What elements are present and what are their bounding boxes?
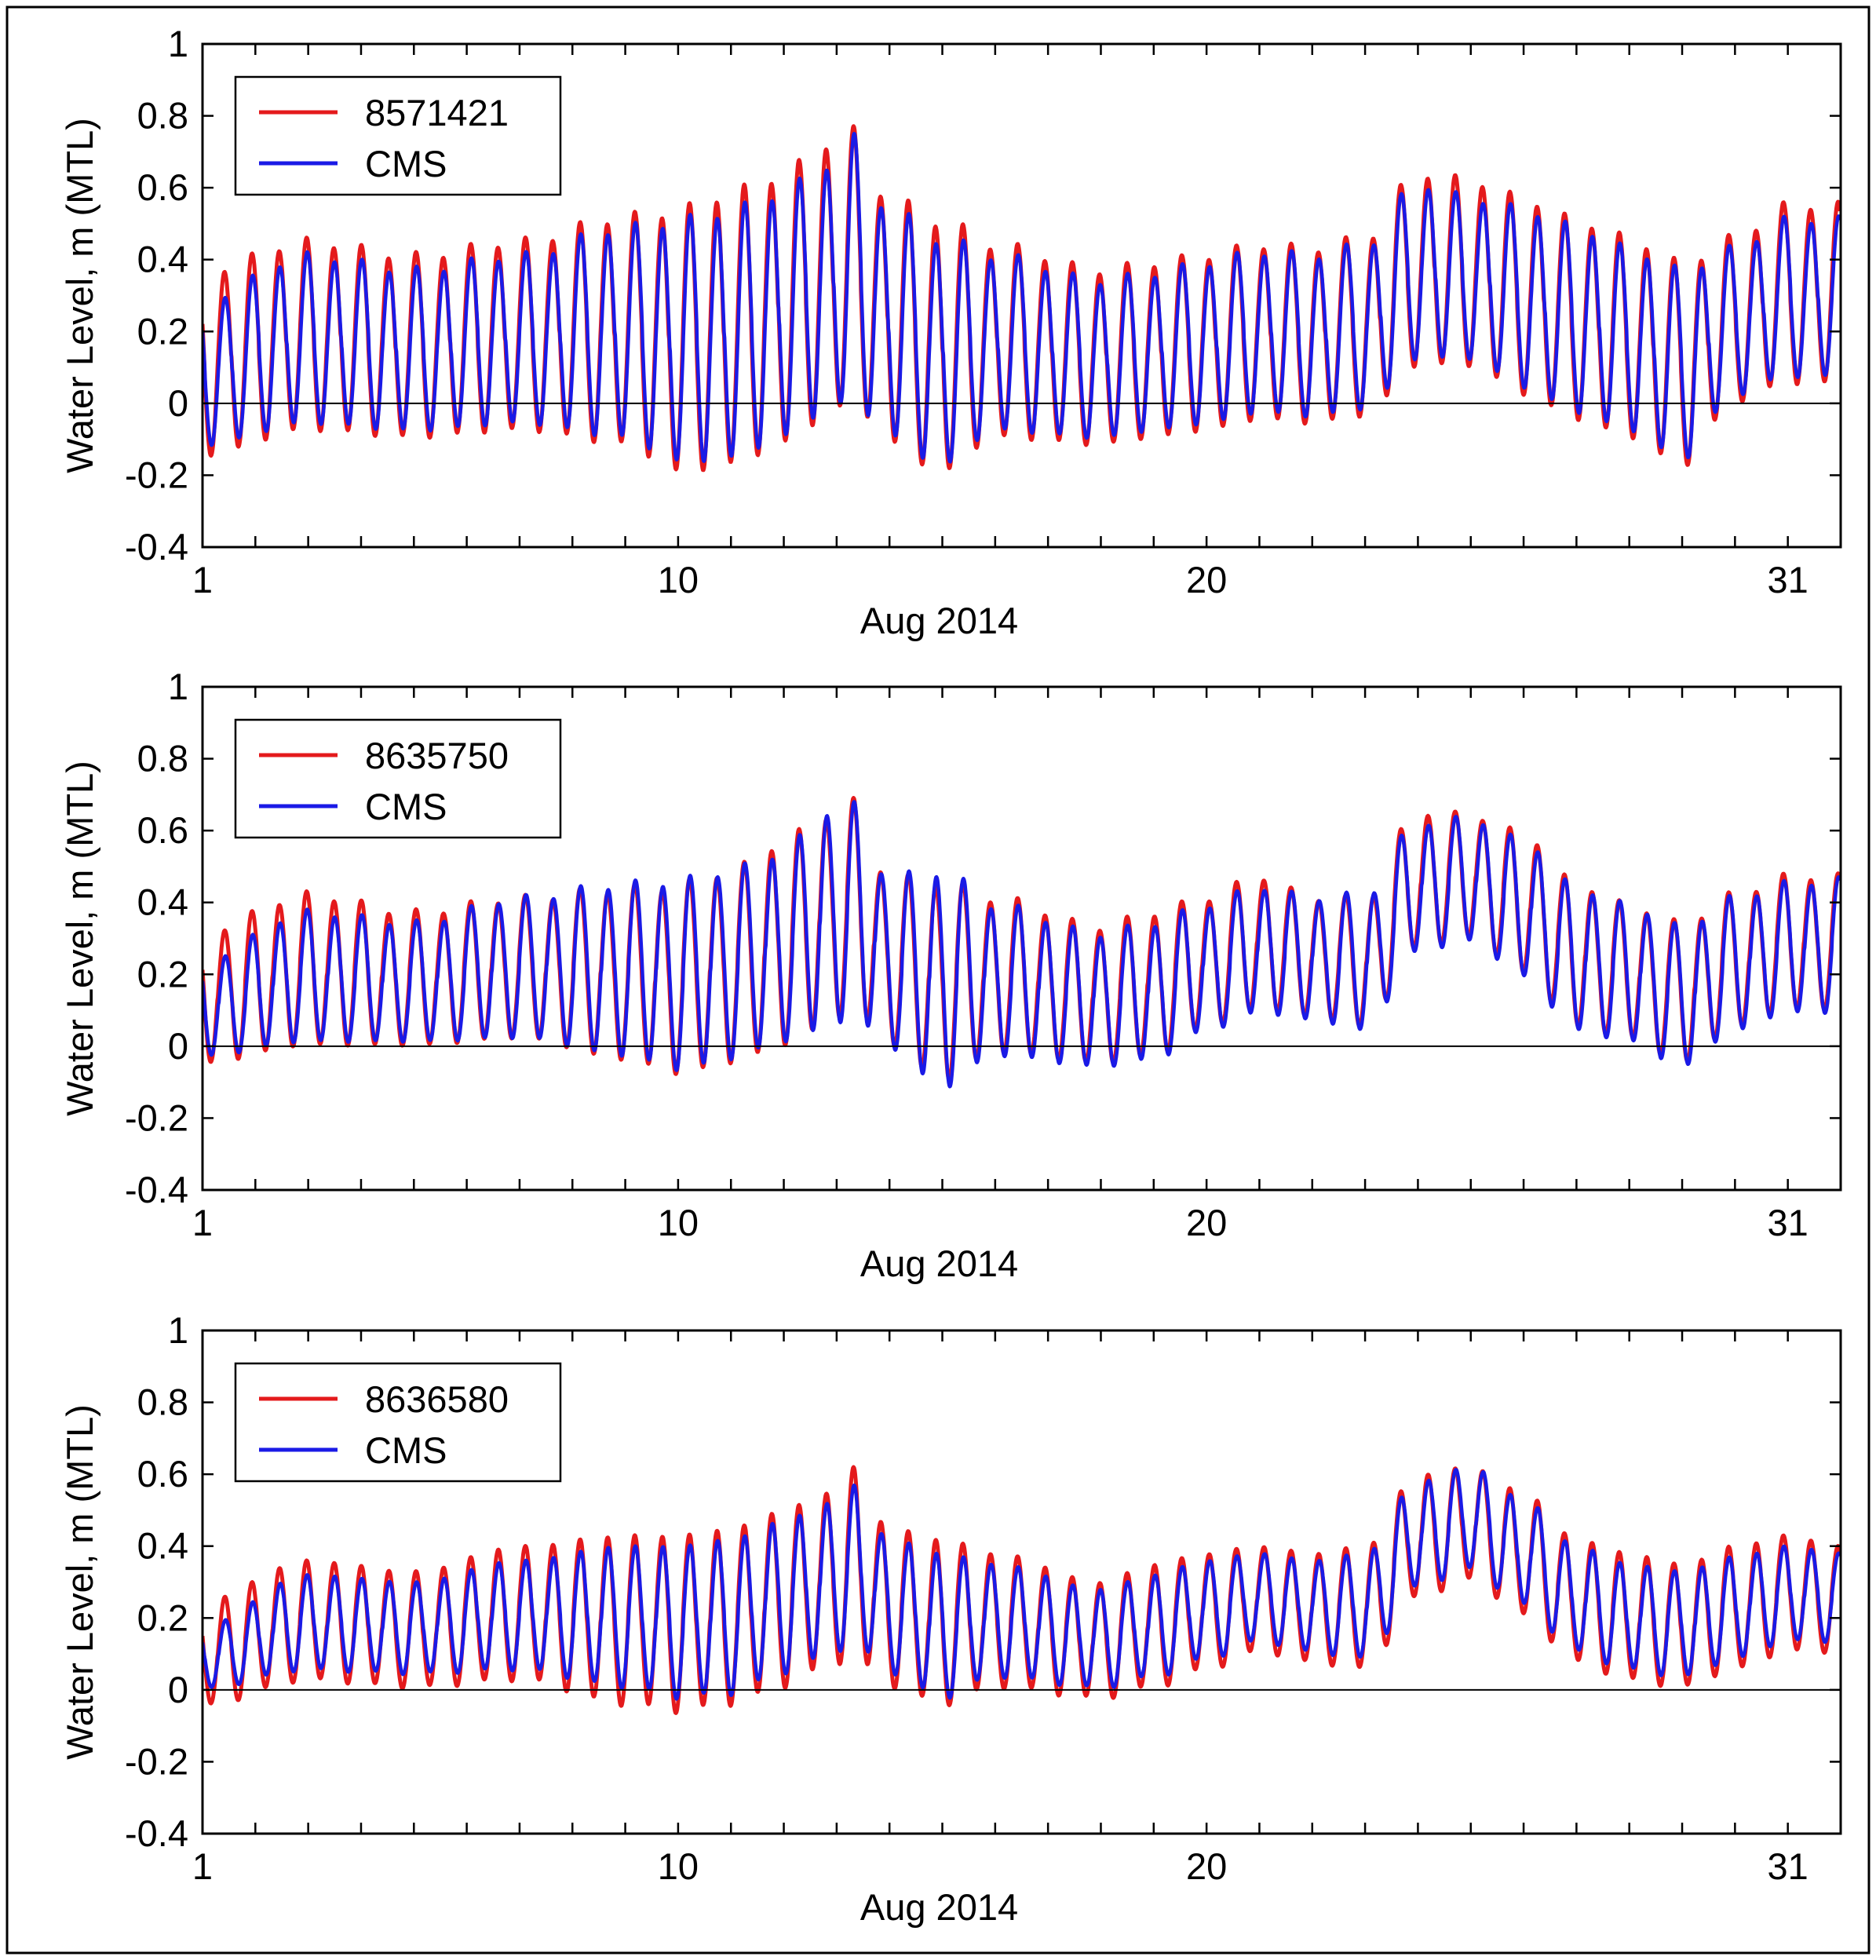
- x-tick-label: 20: [1186, 559, 1227, 600]
- y-tick-label: 0.6: [137, 809, 188, 851]
- y-tick-label: 0.4: [137, 1525, 188, 1567]
- series-group: [203, 1465, 1841, 1715]
- plot-frame: [201, 1329, 1842, 1835]
- x-tick-label: 1: [192, 559, 213, 600]
- y-tick-label: 0.8: [137, 1381, 188, 1423]
- legend-label-8571421: 8571421: [365, 92, 509, 133]
- x-axis-label: Aug 2014: [860, 600, 1018, 641]
- y-tick-label: 0.6: [137, 166, 188, 208]
- y-tick-label: 0.8: [137, 95, 188, 137]
- x-tick-label: 20: [1186, 1202, 1227, 1243]
- x-tick-label: 10: [658, 1202, 699, 1243]
- x-axis-label: Aug 2014: [860, 1243, 1018, 1284]
- y-tick-label: -0.2: [125, 1097, 188, 1138]
- legend-label-cms: CMS: [365, 143, 447, 184]
- y-tick-label: 0.8: [137, 738, 188, 779]
- x-axis-label: Aug 2014: [860, 1886, 1018, 1928]
- x-tick-label: 10: [658, 1845, 699, 1887]
- y-tick-label: -0.4: [125, 1812, 188, 1854]
- x-tick-label: 31: [1768, 1845, 1808, 1887]
- series-line-cms: [203, 131, 1841, 464]
- y-tick-label: 0.2: [137, 1597, 188, 1638]
- legend-label-cms: CMS: [365, 1429, 447, 1471]
- legend-label-8636580: 8636580: [365, 1378, 509, 1420]
- x-tick-label: 20: [1186, 1845, 1227, 1887]
- legend-box: [234, 75, 562, 196]
- x-tick-label: 31: [1768, 1202, 1808, 1243]
- x-tick-label: 31: [1768, 559, 1808, 600]
- legend-label-8635750: 8635750: [365, 735, 509, 776]
- y-axis-label: Water Level, m (MTL): [59, 761, 100, 1116]
- y-tick-label: 1: [168, 666, 188, 707]
- y-tick-label: -0.4: [125, 1169, 188, 1210]
- legend: 8571421 CMS: [234, 75, 562, 196]
- x-tick-label: 1: [192, 1845, 213, 1887]
- x-tick-label: 10: [658, 559, 699, 600]
- y-tick-label: 0: [168, 382, 188, 424]
- legend: 8635750 CMS: [234, 718, 562, 839]
- legend-label-cms: CMS: [365, 786, 447, 827]
- series-group: [203, 796, 1841, 1089]
- y-tick-label: 0.2: [137, 953, 188, 995]
- y-tick-label: 0.6: [137, 1453, 188, 1495]
- y-tick-label: -0.2: [125, 1740, 188, 1782]
- y-tick-label: 0.4: [137, 881, 188, 923]
- y-tick-label: 0: [168, 1669, 188, 1710]
- y-tick-label: 1: [168, 23, 188, 64]
- y-tick-label: -0.4: [125, 526, 188, 568]
- plot-frame: [201, 42, 1842, 549]
- series-line-cms: [203, 1468, 1841, 1701]
- y-tick-label: 0.4: [137, 239, 188, 280]
- x-tick-label: 1: [192, 1202, 213, 1243]
- y-tick-label: 0.2: [137, 310, 188, 352]
- y-tick-label: 0: [168, 1025, 188, 1067]
- series-line-cms: [203, 800, 1841, 1089]
- plot-frame: [201, 685, 1842, 1192]
- series-group: [203, 124, 1841, 473]
- y-tick-label: -0.2: [125, 454, 188, 495]
- y-axis-label: Water Level, m (MTL): [59, 1404, 100, 1760]
- y-axis-label: Water Level, m (MTL): [59, 118, 100, 473]
- legend-box: [234, 1362, 562, 1483]
- legend-box: [234, 718, 562, 839]
- legend: 8636580 CMS: [234, 1362, 562, 1483]
- y-tick-label: 1: [168, 1309, 188, 1351]
